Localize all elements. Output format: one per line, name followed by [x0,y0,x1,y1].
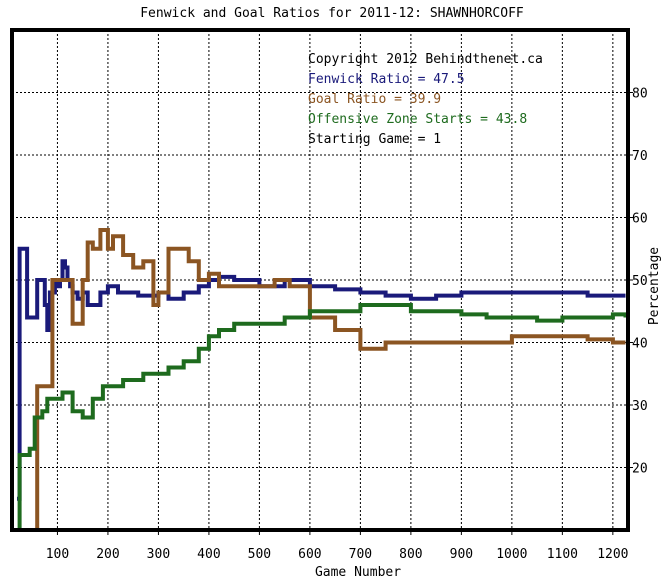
y-tick-label: 80 [632,87,648,102]
legend-annotations: Copyright 2012 Behindthenet.ca Fenwick Ra… [308,52,543,147]
x-tick-label: 900 [450,547,473,562]
legend-annotation-2: Fenwick Ratio = 47.5 [308,72,465,87]
x-tick-label: 300 [147,547,170,562]
x-tick-label: 200 [96,547,119,562]
x-axis-label: Game Number [315,565,401,580]
x-tick-label: 500 [248,547,271,562]
series-line-fenwick-ratio [17,246,626,501]
legend-annotation-3: Goal Ratio = 39.9 [308,92,441,107]
chart-title: Fenwick and Goal Ratios for 2011-12: SHA… [140,6,524,21]
y-tick-label: 50 [632,274,648,289]
y-axis-label: Percentage [647,247,662,325]
x-tick-label: 400 [197,547,220,562]
y-axis-ticks: 20 30 40 50 60 70 80 [628,87,648,477]
x-tick-label: 1000 [496,547,527,562]
series-layer [17,228,628,532]
y-tick-label: 20 [632,462,648,477]
x-tick-label: 100 [46,547,69,562]
x-tick-label: 800 [399,547,422,562]
legend-annotation-5: Starting Game = 1 [308,132,441,147]
x-tick-label: 1200 [597,547,628,562]
legend-annotation-4: Offensive Zone Starts = 43.8 [308,112,527,127]
x-tick-label: 600 [298,547,321,562]
x-tick-label: 700 [349,547,372,562]
x-tick-label: 1100 [547,547,578,562]
y-tick-label: 30 [632,399,648,414]
series-line-offensive-zone-starts [17,303,628,532]
y-tick-label: 60 [632,212,648,227]
series-line-goal-ratio [32,228,626,532]
y-tick-label: 40 [632,337,648,352]
legend-annotation-1: Copyright 2012 Behindthenet.ca [308,52,543,67]
y-tick-label: 70 [632,149,648,164]
x-axis-ticks: 100 200 300 400 500 600 700 800 900 1000 1100 1200 [46,530,629,562]
